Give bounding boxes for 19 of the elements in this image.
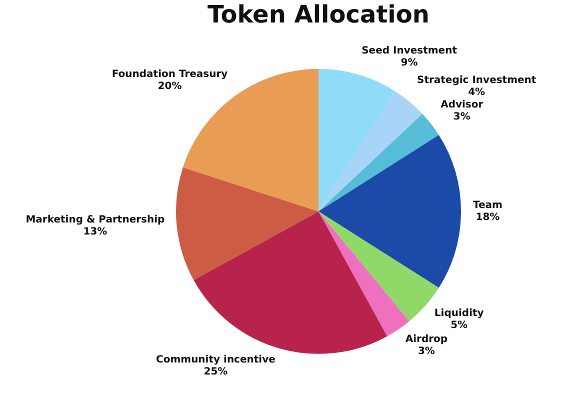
data-label: 3% <box>418 346 435 357</box>
data-label: 25% <box>204 366 228 378</box>
data-label: 9% <box>400 58 418 69</box>
data-label: 4% <box>468 86 486 98</box>
data-label: 13% <box>83 226 108 238</box>
slice-label: Foundation Treasury <box>112 69 228 80</box>
data-label: 3% <box>453 111 470 122</box>
data-label: 5% <box>450 320 468 332</box>
slice-label: Seed Investment <box>362 46 458 57</box>
slice-label: Team <box>472 200 502 211</box>
chart-title: Token Allocation <box>208 0 430 29</box>
slice-label: Community incentive <box>156 354 276 366</box>
slice-label: Airdrop <box>405 334 448 345</box>
slice-label: Marketing & Partnership <box>26 214 165 226</box>
slice-label: Liquidity <box>434 308 484 320</box>
slice-label: Advisor <box>440 99 484 110</box>
data-label: 18% <box>476 212 500 223</box>
data-label: 20% <box>158 81 182 92</box>
slice-label: Strategic Investment <box>416 74 536 86</box>
